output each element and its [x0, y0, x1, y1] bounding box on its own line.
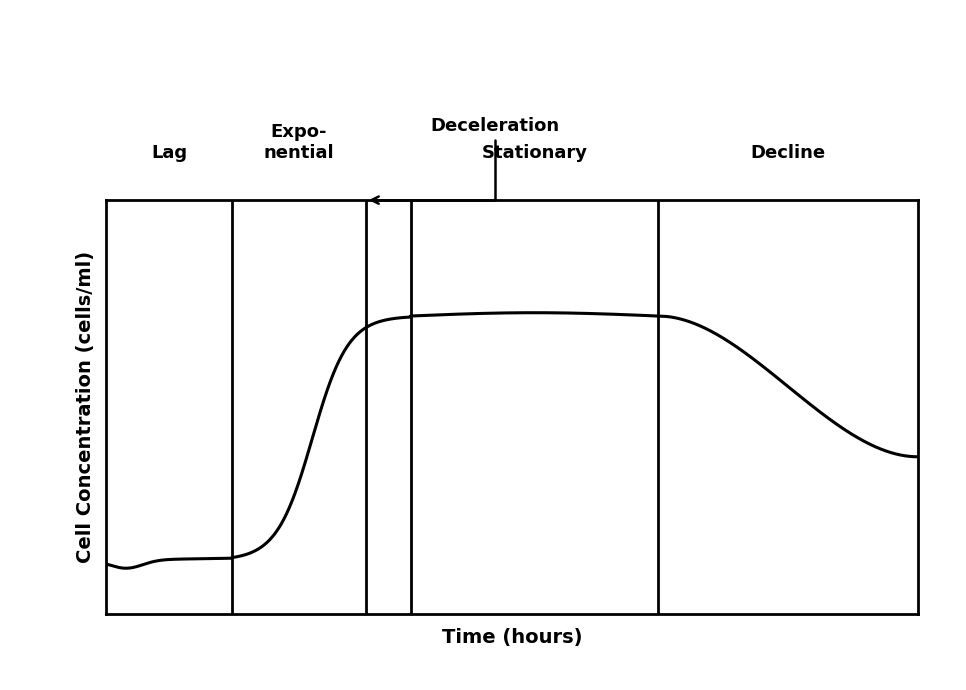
X-axis label: Time (hours): Time (hours) [441, 628, 582, 647]
Text: Deceleration: Deceleration [372, 117, 560, 204]
Y-axis label: Cell Concentration (cells/ml): Cell Concentration (cells/ml) [76, 251, 95, 563]
Text: Stationary: Stationary [481, 144, 587, 162]
Text: Lag: Lag [151, 144, 187, 162]
Text: Expo-
nential: Expo- nential [264, 124, 334, 162]
Text: Decline: Decline [751, 144, 825, 162]
